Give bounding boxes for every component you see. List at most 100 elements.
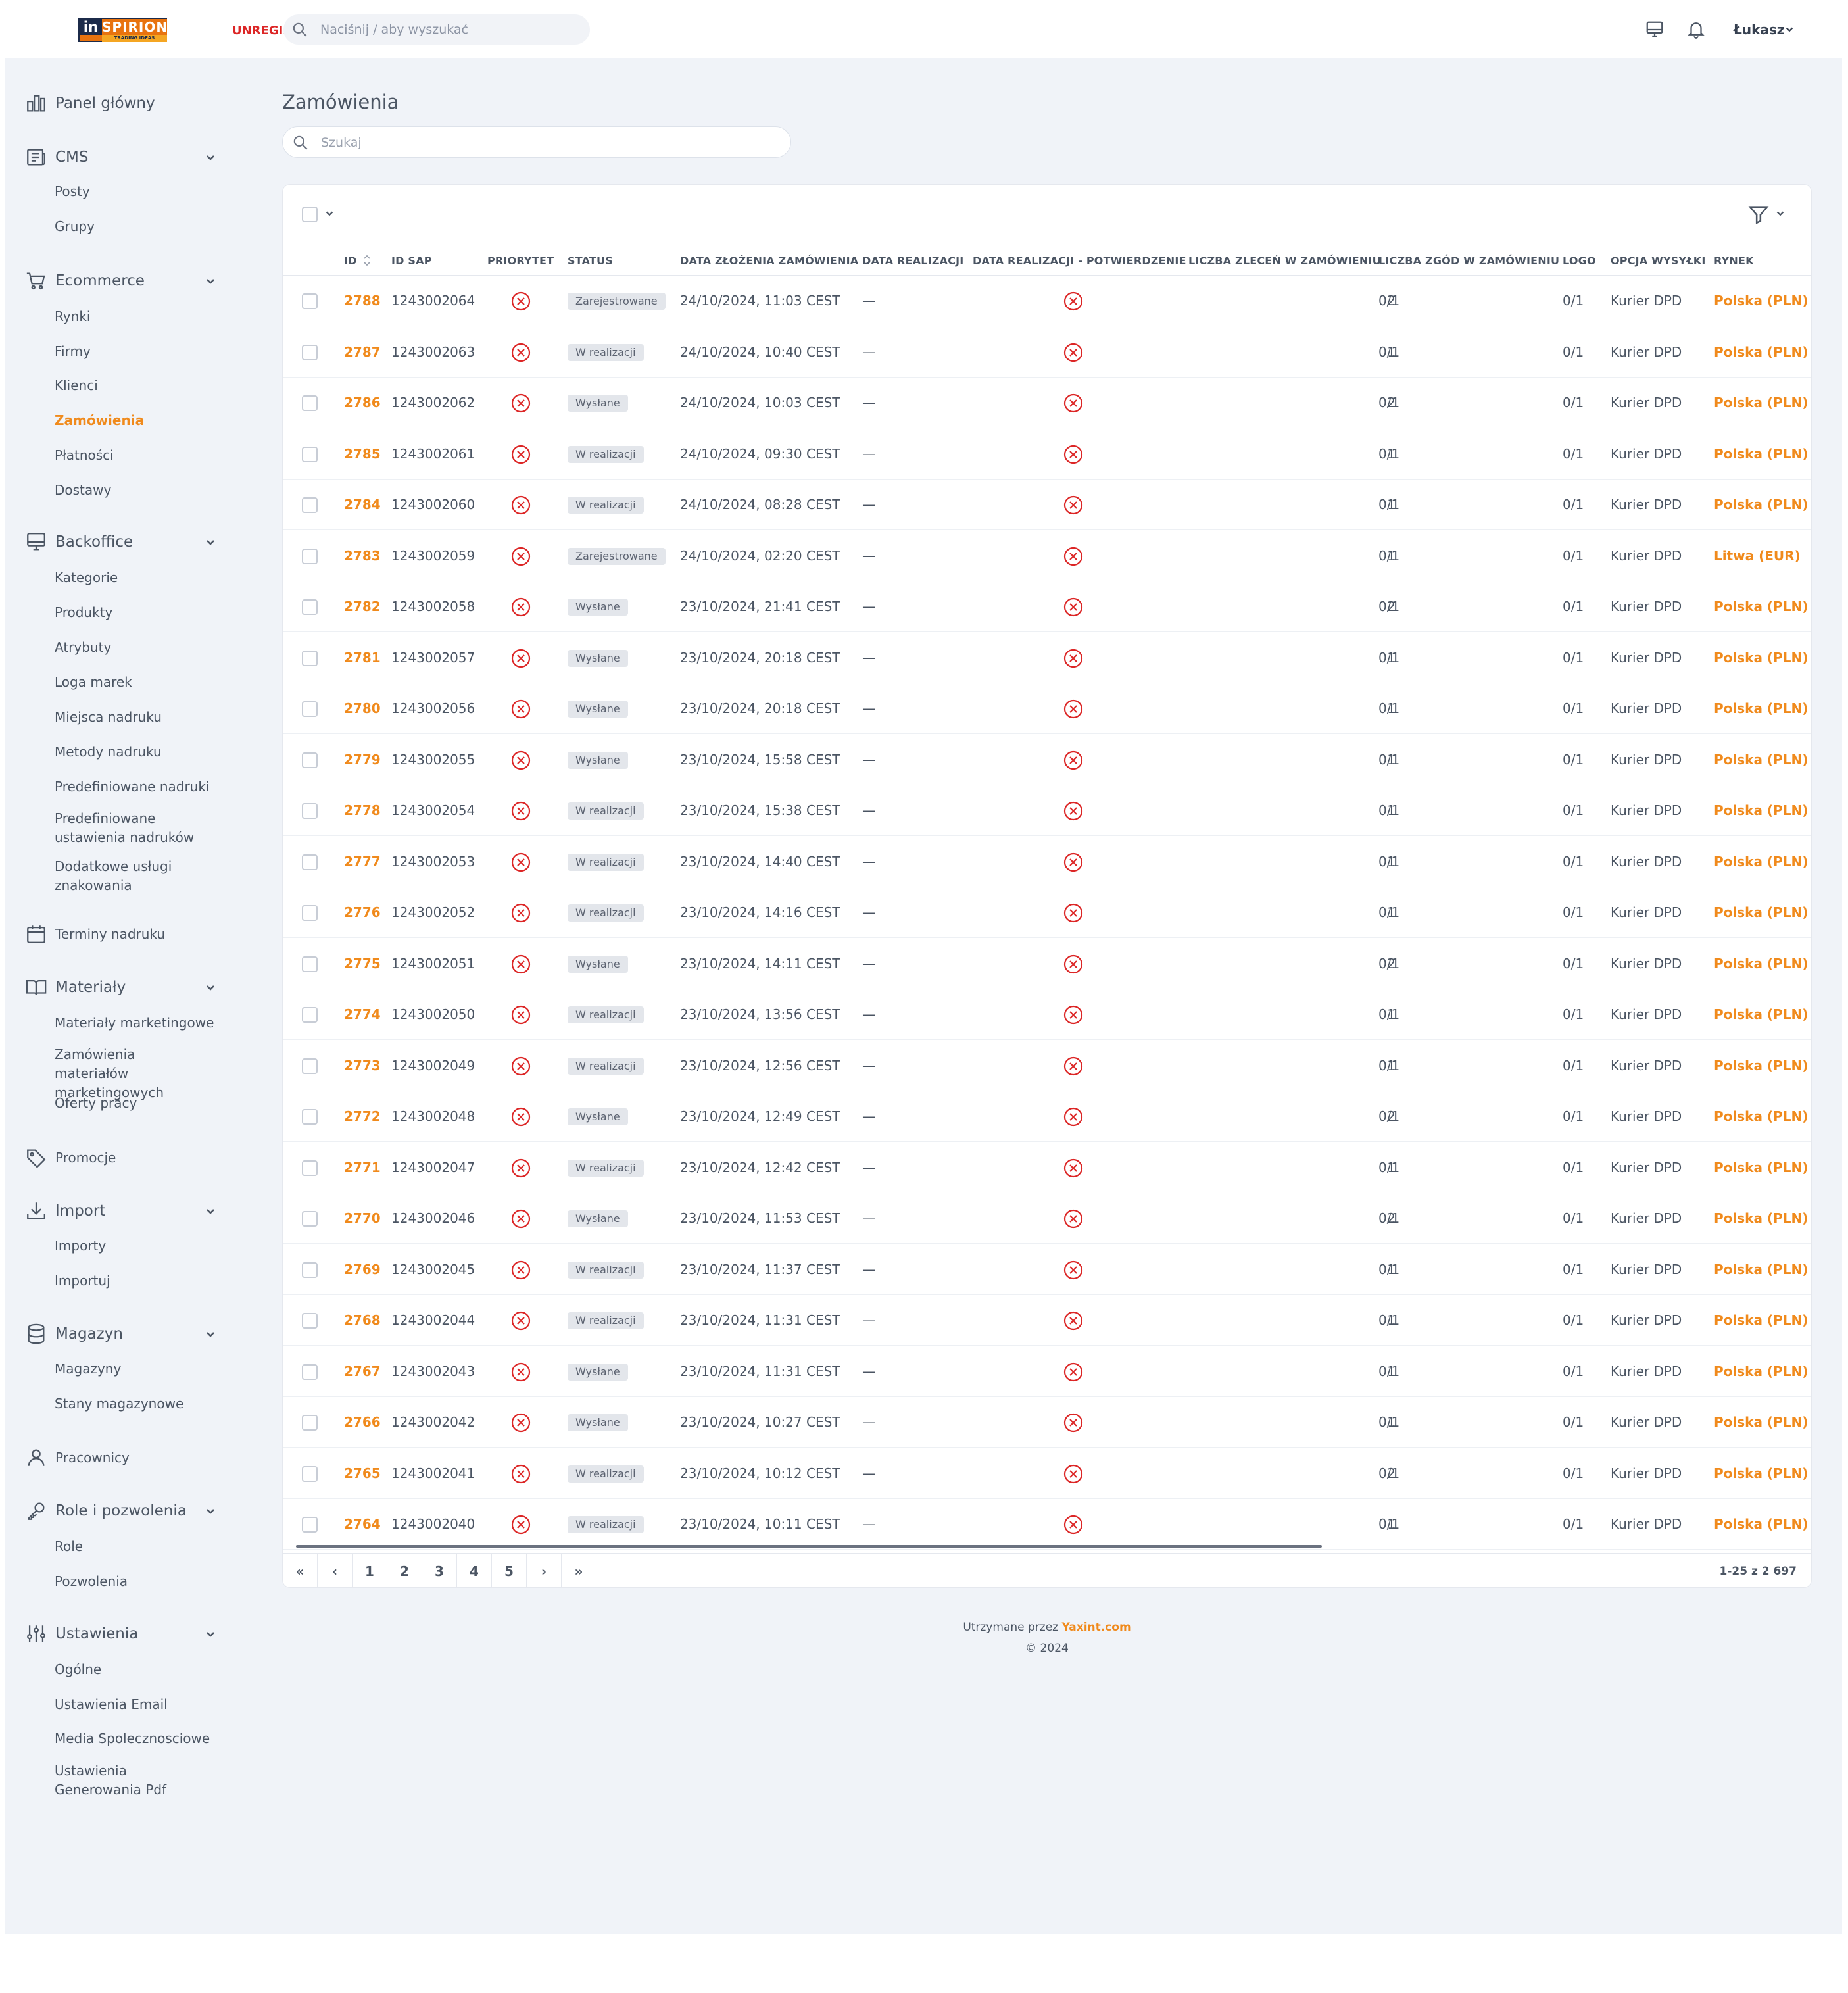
order-id-link[interactable]: 2780 bbox=[344, 701, 381, 716]
market-link[interactable]: Polska (PLN) bbox=[1714, 293, 1809, 308]
market-link[interactable]: Polska (PLN) bbox=[1714, 701, 1809, 716]
order-id-link[interactable]: 2781 bbox=[344, 649, 381, 666]
column-header-shipping[interactable]: OPCJA WYSYŁKI bbox=[1611, 255, 1706, 267]
row-checkbox[interactable] bbox=[302, 1364, 318, 1380]
market-link[interactable]: Polska (PLN) bbox=[1714, 343, 1809, 360]
market-link[interactable]: Polska (PLN) bbox=[1714, 955, 1809, 972]
order-id-link[interactable]: 2768 bbox=[344, 1312, 381, 1328]
order-id-link[interactable]: 2770 bbox=[344, 1210, 381, 1226]
sidebar-item-dodatkowe-uslugi[interactable]: Dodatkowe usługi znakowania bbox=[55, 858, 172, 893]
order-id-link[interactable]: 2788 bbox=[344, 293, 381, 308]
order-id-link[interactable]: 2786 bbox=[344, 395, 381, 410]
chevron-down-icon[interactable] bbox=[204, 981, 217, 995]
table-row[interactable]: 2779 1243002055 Wysłane 23/10/2024, 15:58 C… bbox=[283, 735, 1811, 785]
column-header-orders-count[interactable]: LICZBA ZLECEŃ W ZAMÓWIENIU bbox=[1188, 255, 1381, 267]
chevron-down-icon[interactable] bbox=[1784, 24, 1795, 36]
sidebar-item-importuj[interactable]: Importuj bbox=[55, 1273, 110, 1289]
column-header-realization-confirmation[interactable]: DATA REALIZACJI - POTWIERDZENIE bbox=[973, 255, 1186, 267]
market-link[interactable]: Polska (PLN) bbox=[1714, 1210, 1809, 1226]
table-row[interactable]: 2776 1243002052 W realizacji 23/10/2024, 14… bbox=[283, 887, 1811, 938]
row-checkbox[interactable] bbox=[302, 344, 318, 360]
pagination-button[interactable]: » bbox=[562, 1554, 596, 1587]
pagination-button[interactable]: 4 bbox=[457, 1554, 492, 1587]
pagination-button[interactable]: › bbox=[527, 1554, 562, 1587]
market-link[interactable]: Polska (PLN) bbox=[1714, 1414, 1809, 1430]
order-id-link[interactable]: 2784 bbox=[344, 497, 381, 512]
order-id-link[interactable]: 2766 bbox=[344, 1414, 381, 1430]
row-checkbox[interactable] bbox=[302, 599, 318, 615]
pagination-button[interactable]: 5 bbox=[492, 1554, 527, 1587]
table-row[interactable]: 2787 1243002063 W realizacji 24/10/2024, 10… bbox=[283, 327, 1811, 378]
row-checkbox[interactable] bbox=[302, 497, 318, 513]
table-row[interactable]: 2775 1243002051 Wysłane 23/10/2024, 14:11 C… bbox=[283, 939, 1811, 989]
chevron-down-icon[interactable] bbox=[204, 1205, 217, 1218]
sidebar-item-magazyny[interactable]: Magazyny bbox=[55, 1361, 122, 1377]
chevron-down-icon[interactable] bbox=[204, 1505, 217, 1518]
table-row[interactable]: 2766 1243002042 Wysłane 23/10/2024, 10:27 C… bbox=[283, 1397, 1811, 1448]
bell-icon[interactable] bbox=[1686, 18, 1706, 39]
order-id-link[interactable]: 2778 bbox=[344, 802, 381, 818]
market-link[interactable]: Polska (PLN) bbox=[1714, 1363, 1809, 1379]
sidebar-item-media-spolecznosciowe[interactable]: Media Spolecznosciowe bbox=[55, 1731, 210, 1746]
row-checkbox[interactable] bbox=[302, 1415, 318, 1431]
table-row[interactable]: 2764 1243002040 W realizacji 23/10/2024, 10… bbox=[283, 1499, 1811, 1550]
order-id-link[interactable]: 2783 bbox=[344, 547, 381, 564]
row-checkbox[interactable] bbox=[302, 446, 318, 462]
sort-icon[interactable] bbox=[362, 253, 372, 268]
market-link[interactable]: Polska (PLN) bbox=[1714, 1261, 1809, 1277]
chevron-down-icon[interactable] bbox=[324, 208, 335, 220]
sidebar-item-ustawienia-email[interactable]: Ustawienia Email bbox=[55, 1696, 168, 1712]
sidebar-section-promocje[interactable]: Promocje bbox=[25, 1146, 116, 1169]
table-row[interactable]: 2765 1243002041 W realizacji 23/10/2024, 10… bbox=[283, 1448, 1811, 1499]
filter-icon[interactable] bbox=[1747, 203, 1770, 226]
row-checkbox[interactable] bbox=[302, 548, 318, 564]
sidebar-item-miejsca-nadruku[interactable]: Miejsca nadruku bbox=[55, 709, 162, 725]
table-row[interactable]: 2786 1243002062 Wysłane 24/10/2024, 10:03 C… bbox=[283, 378, 1811, 428]
table-row[interactable]: 2782 1243002058 Wysłane 23/10/2024, 21:41 C… bbox=[283, 581, 1811, 632]
pagination-button[interactable]: 3 bbox=[422, 1554, 457, 1587]
user-menu[interactable]: Łukasz bbox=[1734, 22, 1785, 37]
sidebar-item-predefiniowane-nadruki[interactable]: Predefiniowane nadruki bbox=[55, 779, 210, 795]
order-id-link[interactable]: 2774 bbox=[344, 1006, 381, 1022]
orders-search-input[interactable]: Szukaj bbox=[282, 126, 791, 158]
market-link[interactable]: Polska (PLN) bbox=[1714, 649, 1809, 666]
inspirion-logo[interactable]: in SPIRION TRADING IDEAS bbox=[78, 18, 167, 42]
table-row[interactable]: 2784 1243002060 W realizacji 24/10/2024, 08… bbox=[283, 480, 1811, 530]
row-checkbox[interactable] bbox=[302, 854, 318, 870]
sidebar-item-grupy[interactable]: Grupy bbox=[55, 218, 95, 234]
sidebar-item-produkty[interactable]: Produkty bbox=[55, 604, 113, 620]
chevron-down-icon[interactable] bbox=[204, 275, 217, 288]
sidebar-item-posty[interactable]: Posty bbox=[55, 184, 90, 199]
row-checkbox[interactable] bbox=[302, 293, 318, 309]
table-row[interactable]: 2767 1243002043 Wysłane 23/10/2024, 11:31 C… bbox=[283, 1346, 1811, 1397]
sidebar-item-klienci[interactable]: Klienci bbox=[55, 378, 98, 393]
table-row[interactable]: 2769 1243002045 W realizacji 23/10/2024, 11… bbox=[283, 1244, 1811, 1295]
row-checkbox[interactable] bbox=[302, 1160, 318, 1176]
sidebar-section-cms[interactable]: CMS bbox=[25, 146, 89, 168]
row-checkbox[interactable] bbox=[302, 1465, 318, 1482]
global-search-input[interactable]: Naciśnij / aby wyszukać bbox=[283, 14, 590, 45]
footer-company-link[interactable]: Yaxint.com bbox=[1061, 1621, 1131, 1634]
market-link[interactable]: Polska (PLN) bbox=[1714, 1516, 1809, 1532]
order-id-link[interactable]: 2767 bbox=[344, 1363, 381, 1379]
column-header-order-date[interactable]: DATA ZŁOŻENIA ZAMÓWIENIA bbox=[680, 255, 859, 267]
column-header-id-sap[interactable]: ID SAP bbox=[391, 255, 432, 267]
chevron-down-icon[interactable] bbox=[1774, 208, 1786, 220]
sidebar-item-dostawy[interactable]: Dostawy bbox=[55, 482, 112, 498]
row-checkbox[interactable] bbox=[302, 1109, 318, 1125]
order-id-link[interactable]: 2776 bbox=[344, 904, 381, 920]
column-header-consents-count[interactable]: LICZBA ZGÓD W ZAMÓWIENIU bbox=[1378, 255, 1560, 267]
table-row[interactable]: 2773 1243002049 W realizacji 23/10/2024, 12… bbox=[283, 1041, 1811, 1091]
select-all-checkbox[interactable] bbox=[302, 207, 318, 222]
order-id-link[interactable]: 2765 bbox=[344, 1465, 381, 1481]
table-row[interactable]: 2768 1243002044 W realizacji 23/10/2024, 11… bbox=[283, 1295, 1811, 1346]
table-row[interactable]: 2772 1243002048 Wysłane 23/10/2024, 12:49 C… bbox=[283, 1091, 1811, 1142]
market-link[interactable]: Polska (PLN) bbox=[1714, 853, 1809, 870]
horizontal-scrollbar[interactable] bbox=[296, 1545, 1322, 1548]
chevron-down-icon[interactable] bbox=[204, 1328, 217, 1341]
pagination-button[interactable]: 2 bbox=[387, 1554, 422, 1587]
desktop-icon[interactable] bbox=[1644, 20, 1665, 39]
row-checkbox[interactable] bbox=[302, 1211, 318, 1227]
table-row[interactable]: 2774 1243002050 W realizacji 23/10/2024, 13… bbox=[283, 989, 1811, 1040]
order-id-link[interactable]: 2764 bbox=[344, 1516, 381, 1532]
